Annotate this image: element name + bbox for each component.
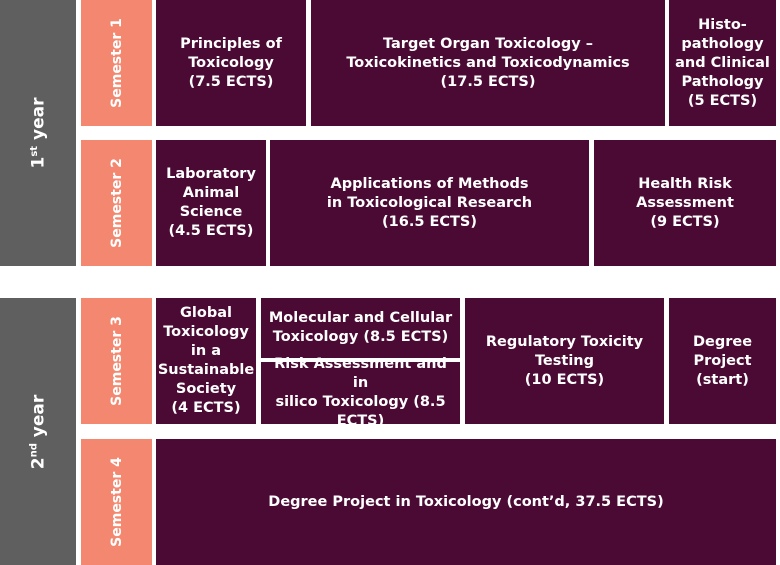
semester-3-label: Semester 3 [108,316,125,406]
course-applications-of-methods: Applications of Methods in Toxicological… [270,140,589,266]
first-year-label: 1st year [28,97,48,169]
semester-4-bar: Semester 4 [81,439,152,565]
semester-3-bar: Semester 3 [81,298,152,424]
semester-1-bar: Semester 1 [81,0,152,126]
course-laboratory-animal-science: Laboratory Animal Science (4.5 ECTS) [156,140,266,266]
course-degree-project-start: Degree Project (start) [669,298,776,424]
course-global-toxicology: Global Toxicology in a Sustainable Socie… [156,298,256,424]
semester-2-bar: Semester 2 [81,140,152,266]
semester-2-label: Semester 2 [108,158,125,248]
course-health-risk-assessment: Health Risk Assessment (9 ECTS) [594,140,776,266]
semester-4-label: Semester 4 [108,457,125,547]
course-histopathology: Histo- pathology and Clinical Pathology … [669,0,776,126]
second-year-label: 2nd year [27,394,48,469]
course-risk-assessment-in-silico: Risk Assessment and in silico Toxicology… [261,356,460,429]
course-principles-of-toxicology: Principles of Toxicology (7.5 ECTS) [156,0,306,126]
course-regulatory-toxicity-testing: Regulatory Toxicity Testing (10 ECTS) [465,298,664,424]
first-year-bar: 1st year [0,0,76,266]
course-degree-project-continued: Degree Project in Toxicology (cont’d, 37… [156,439,776,565]
course-molecular-cellular-toxicology: Molecular and Cellular Toxicology (8.5 E… [261,298,460,358]
course-target-organ-toxicology: Target Organ Toxicology – Toxicokinetics… [311,0,665,126]
semester-1-label: Semester 1 [108,18,125,108]
second-year-bar: 2nd year [0,298,76,565]
